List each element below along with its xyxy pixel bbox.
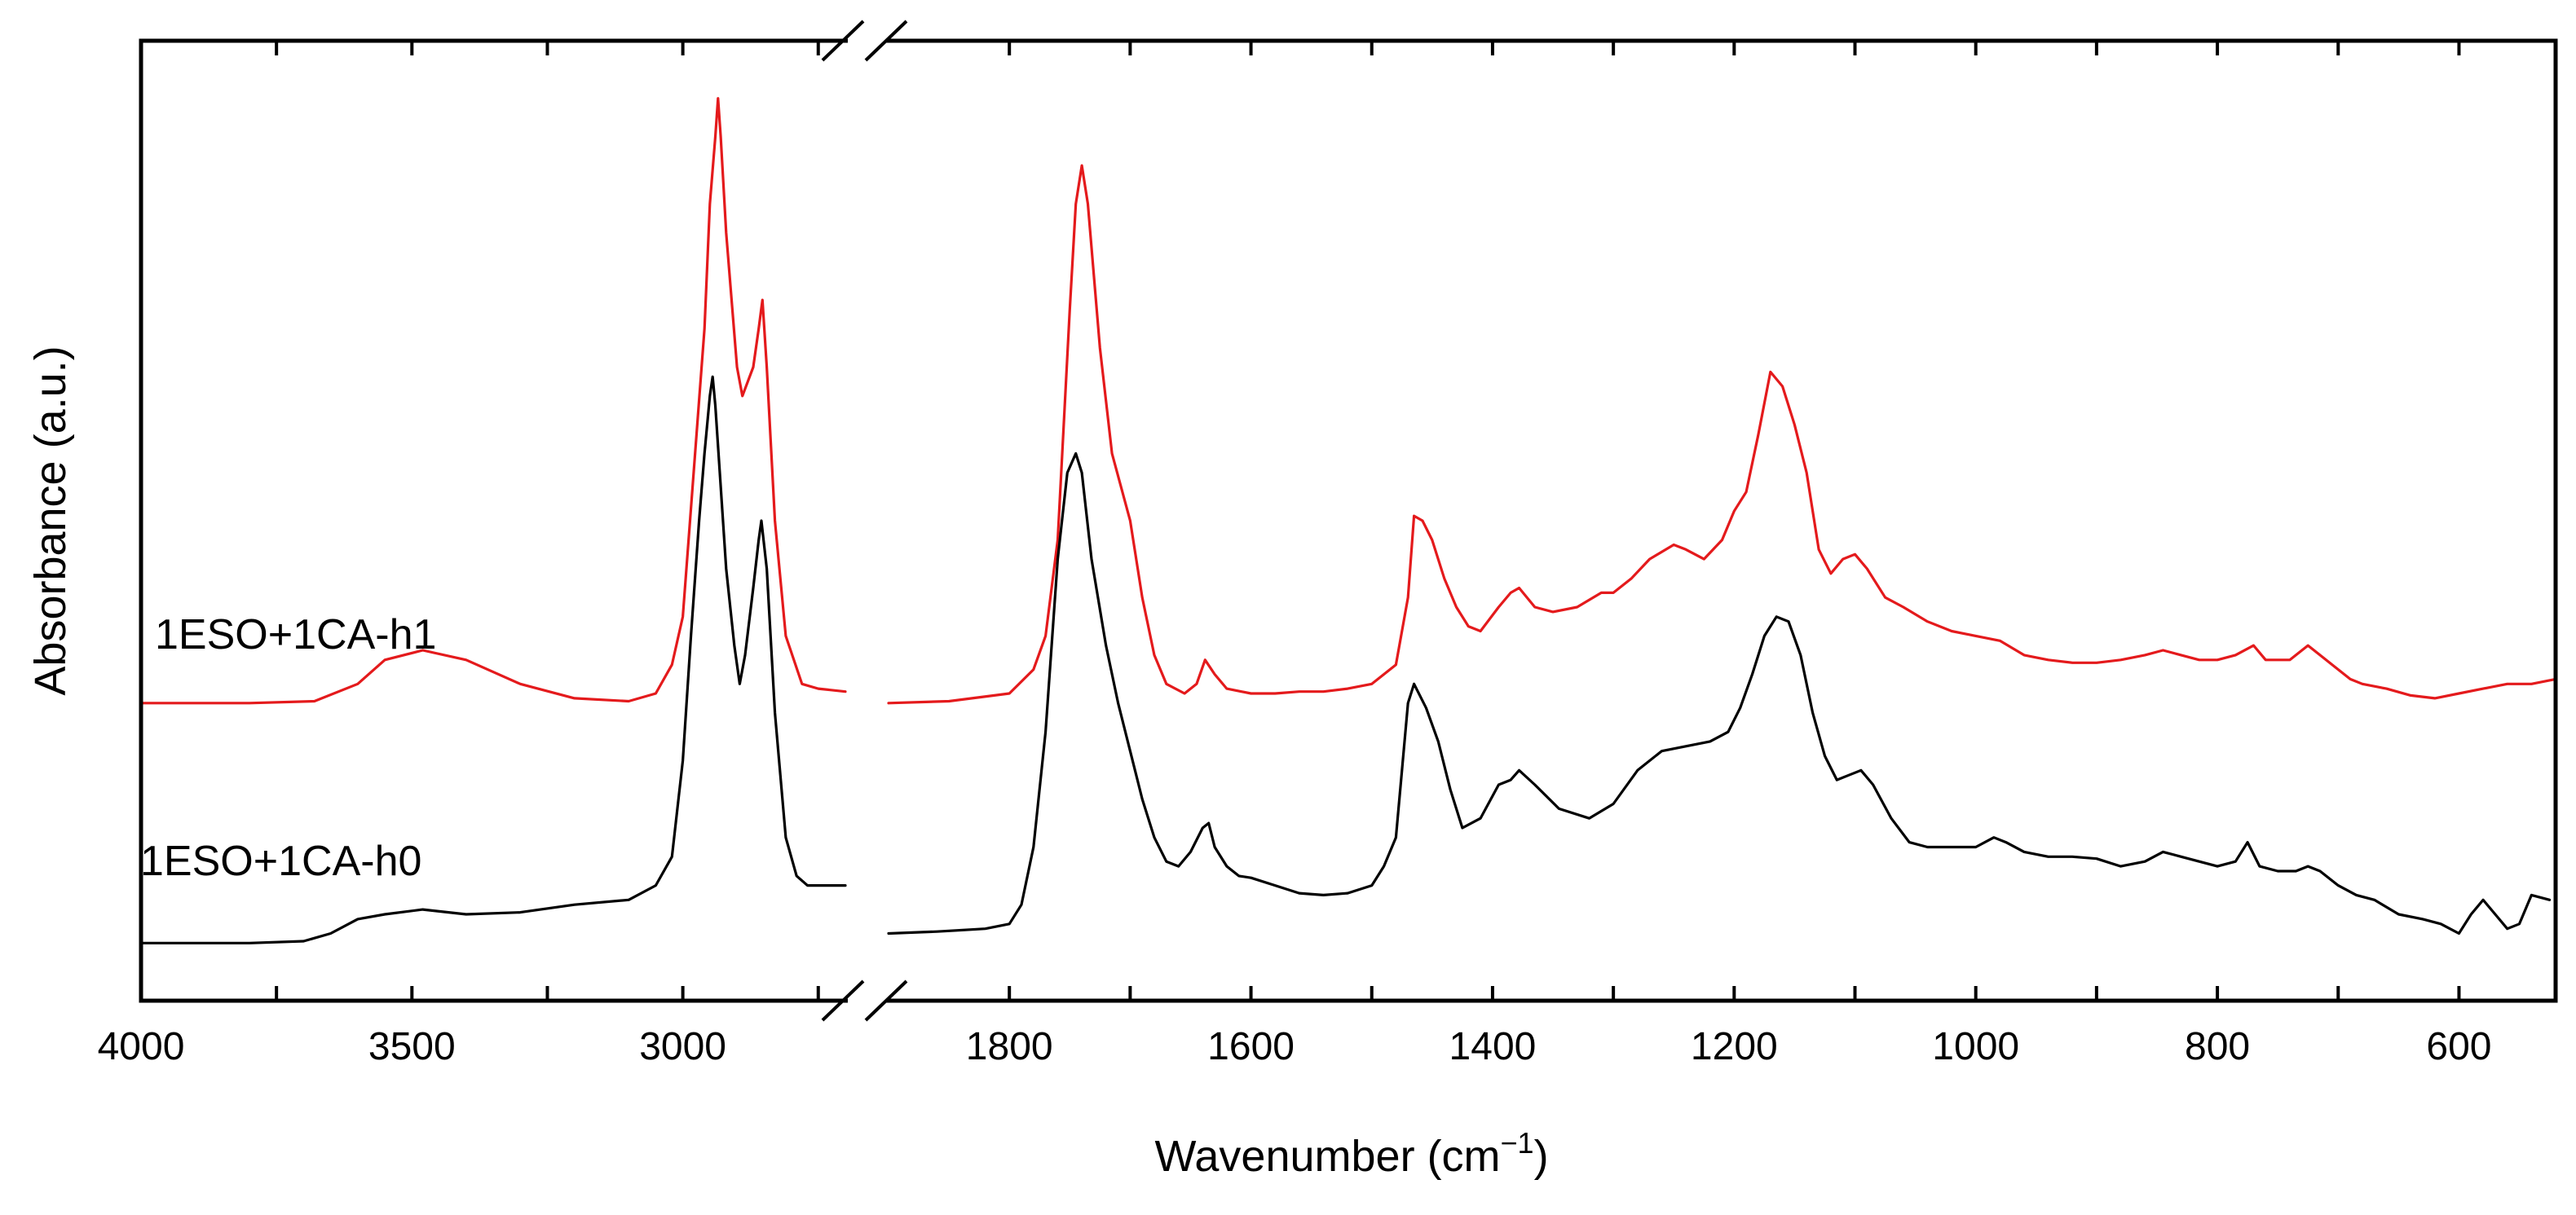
axis-break-marks — [821, 20, 908, 1022]
x-tick-label-1600: 1600 — [1207, 1025, 1295, 1068]
ticks-layer — [139, 41, 2461, 1001]
series-line-h1-segment-1 — [139, 97, 847, 705]
x-tick-labels: 4000 3500 3000 1800 1600 1400 1200 1000 800 600 — [98, 1025, 2492, 1068]
x-tick-label-4000: 4000 — [98, 1025, 185, 1068]
x-tick-label-1200: 1200 — [1691, 1025, 1778, 1068]
series-label-h0: 1ESO+1CA-h0 — [140, 838, 421, 885]
y-axis-title: Absorbance (a.u.) — [26, 346, 75, 695]
x-axis-title: Wavenumber (cm−1) — [1154, 1126, 1548, 1181]
x-tick-label-3500: 3500 — [368, 1025, 456, 1068]
curves-layer — [139, 97, 2557, 944]
series-line-h1-segment-2 — [887, 164, 2557, 705]
series-line-h0-segment-1 — [139, 375, 847, 944]
x-tick-label-1800: 1800 — [966, 1025, 1053, 1068]
x-tick-label-600: 600 — [2426, 1025, 2491, 1068]
bottom-break-slash-1 — [821, 979, 865, 1022]
plot-frame — [139, 38, 2558, 1003]
series-label-h1: 1ESO+1CA-h1 — [155, 611, 436, 658]
top-break-slash-2 — [864, 20, 908, 62]
series-line-h0-segment-2 — [887, 451, 2552, 935]
x-tick-label-800: 800 — [2185, 1025, 2250, 1068]
top-break-slash-1 — [821, 20, 865, 62]
bottom-break-slash-2 — [864, 979, 908, 1022]
x-tick-label-1400: 1400 — [1449, 1025, 1537, 1068]
bottom-break-gap — [848, 994, 886, 1007]
x-tick-label-3000: 3000 — [639, 1025, 726, 1068]
x-tick-label-1000: 1000 — [1932, 1025, 2019, 1068]
top-break-gap — [848, 34, 886, 47]
